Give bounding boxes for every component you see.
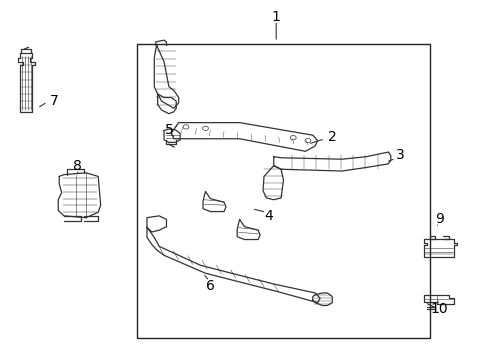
Text: 6: 6 <box>205 279 214 293</box>
Text: 8: 8 <box>73 159 82 173</box>
Text: 4: 4 <box>264 209 273 223</box>
Text: 1: 1 <box>271 10 280 24</box>
Text: 7: 7 <box>50 94 59 108</box>
Text: 9: 9 <box>434 212 443 226</box>
Text: 5: 5 <box>164 123 173 137</box>
Bar <box>137 44 429 338</box>
Text: 3: 3 <box>395 148 404 162</box>
Text: 2: 2 <box>327 130 336 144</box>
Text: 10: 10 <box>430 302 447 316</box>
